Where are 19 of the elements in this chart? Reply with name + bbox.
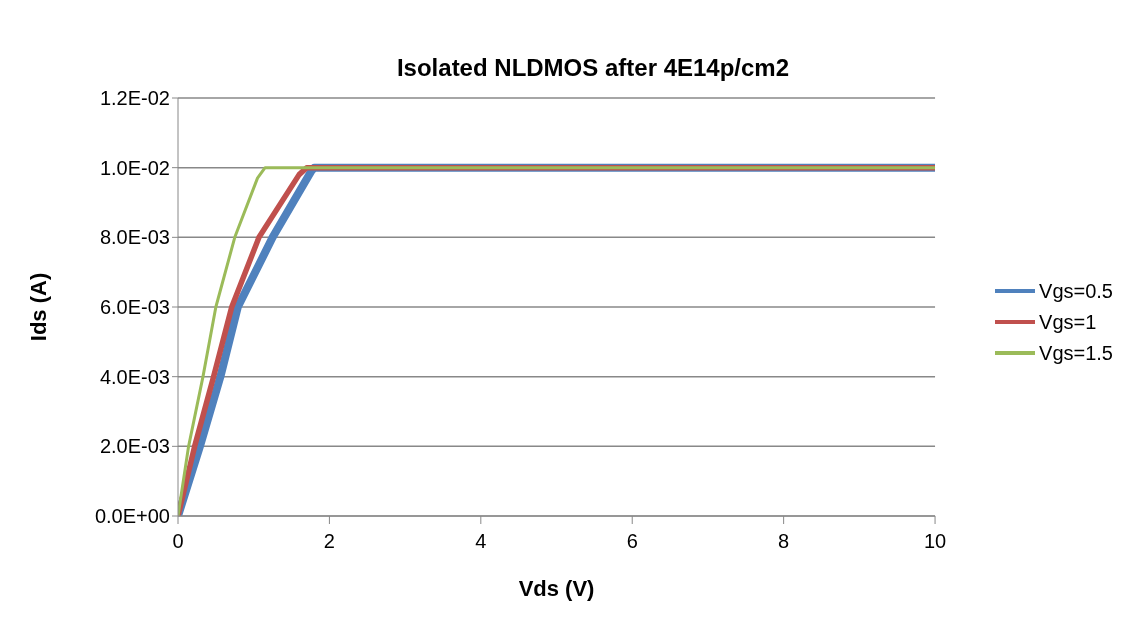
y-tick-label: 4.0E-03 [99,365,170,388]
x-tick-label: 2 [323,530,335,552]
x-tick-label: 6 [626,530,638,552]
x-axis-title: Vds (V) [518,576,595,601]
y-tick-label: 0.0E+00 [94,505,170,528]
y-tick-label: 2.0E-03 [99,435,170,458]
y-tick-label: 8.0E-03 [99,226,170,249]
legend-label: Vgs=0.5 [1039,279,1113,303]
x-tick-label: 10 [923,530,947,552]
x-tick-label: 8 [778,530,790,552]
y-tick-label: 1.0E-02 [99,156,170,179]
legend-label: Vgs=1.5 [1039,341,1113,365]
y-axis-title: Ids (A) [25,272,51,342]
y-tick-label: 6.0E-03 [99,296,170,319]
legend-label: Vgs=1 [1039,310,1097,334]
chart-title: Isolated NLDMOS after 4E14p/cm2 [396,54,790,81]
y-tick-label: 1.2E-02 [99,87,170,110]
x-tick-label: 0 [172,530,184,552]
x-tick-label: 4 [475,530,487,552]
